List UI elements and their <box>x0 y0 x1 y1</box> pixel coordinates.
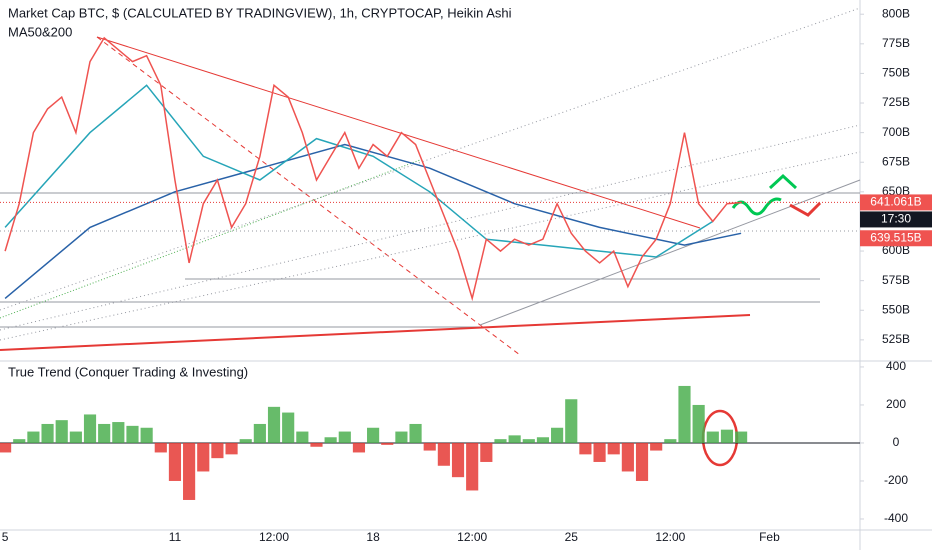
price-label-box <box>860 194 932 211</box>
histogram-bar <box>508 435 521 443</box>
x-tick-label: 11 <box>169 530 182 544</box>
x-tick-label: 12:00 <box>259 530 289 544</box>
countdown-label: 17:30 <box>881 212 911 226</box>
y-tick-label: 400 <box>886 359 906 373</box>
y-tick-label: 700B <box>882 125 910 139</box>
countdown-box <box>860 211 932 228</box>
y-tick-label: 0 <box>893 435 900 449</box>
histogram-bar <box>367 427 380 443</box>
histogram-bar <box>41 423 54 443</box>
y-tick-label: 725B <box>882 95 910 109</box>
x-tick-label: 25 <box>565 530 579 544</box>
histogram-bar <box>296 431 309 443</box>
histogram-bar <box>352 442 366 453</box>
forecast-arrow <box>789 201 822 217</box>
histogram-bar <box>494 439 507 443</box>
chart-title: Market Cap BTC, $ (CALCULATED BY TRADING… <box>8 5 512 20</box>
y-tick-label: 200 <box>886 397 906 411</box>
histogram-bar <box>437 442 450 466</box>
histogram-bar <box>706 431 719 443</box>
histogram-bar <box>0 442 12 453</box>
price-line <box>4 84 714 258</box>
histogram-bar <box>253 423 266 443</box>
histogram-bar <box>409 423 422 443</box>
drawings <box>0 7 861 467</box>
histogram-bar <box>239 439 252 443</box>
histogram-bar <box>579 442 592 455</box>
histogram-bar <box>735 431 748 443</box>
histogram-bar <box>650 442 663 451</box>
histogram-bar <box>69 431 82 443</box>
histogram-bar <box>480 442 493 462</box>
histogram-bar <box>635 442 649 481</box>
histogram-bar <box>197 442 210 472</box>
channel-line <box>0 151 861 341</box>
histogram-bar <box>112 422 125 443</box>
histogram-bar <box>211 442 224 459</box>
histogram-bar <box>168 442 182 481</box>
indicator-legend: MA50&200 <box>8 24 72 39</box>
histogram-bar <box>678 385 691 443</box>
y-tick-label: 675B <box>882 154 910 168</box>
y-tick-label: 525B <box>882 332 910 346</box>
y-tick-label: 775B <box>882 36 910 50</box>
channel-line <box>479 179 861 326</box>
y-tick-label: -400 <box>884 511 908 525</box>
y-tick-label: -200 <box>884 473 908 487</box>
histogram-bar <box>607 442 620 455</box>
histogram-bar <box>324 437 337 443</box>
y-tick-label: 550B <box>882 302 910 316</box>
histogram-bar <box>282 412 295 443</box>
trend-line <box>96 36 521 356</box>
price-label: 641.061B <box>870 195 921 209</box>
x-tick-label: 12:00 <box>457 530 487 544</box>
indicator-title: True Trend (Conquer Trading & Investing) <box>8 364 248 379</box>
trend-line <box>96 36 701 229</box>
histogram-bar <box>338 431 351 443</box>
histogram-bar <box>140 427 153 443</box>
forecast-arrow <box>768 173 798 190</box>
y-tick-label: 575B <box>882 273 910 287</box>
histogram-bar <box>720 429 734 443</box>
histogram-bar <box>536 437 550 443</box>
histogram-bar <box>13 439 26 443</box>
histogram-bar <box>83 414 97 443</box>
histogram-bar <box>466 442 479 491</box>
histogram-bar <box>692 404 705 443</box>
histogram-bar <box>183 442 196 500</box>
histogram-bar <box>565 399 578 443</box>
price-line <box>4 36 742 302</box>
y-tick-label: 800B <box>882 6 910 20</box>
price-label: 639.515B <box>870 230 921 244</box>
histogram-bar <box>98 423 111 443</box>
histogram-bar <box>593 442 606 462</box>
histogram-bar <box>423 442 436 451</box>
histogram-bar <box>451 442 465 478</box>
x-tick-label: 12:00 <box>655 530 685 544</box>
histogram-bar <box>522 439 535 443</box>
histogram-bar <box>381 442 394 445</box>
histogram-bar <box>154 442 167 453</box>
histogram-bar <box>55 420 68 443</box>
trend-line <box>0 314 751 351</box>
x-tick-label: Feb <box>759 530 780 544</box>
histogram-bar <box>225 442 238 455</box>
x-tick-label: 5 <box>2 530 9 544</box>
histogram-bar <box>551 427 564 443</box>
price-label-box <box>860 230 932 247</box>
histogram-bar <box>126 425 139 443</box>
x-tick-label: 18 <box>366 530 380 544</box>
histogram-bar <box>310 442 323 447</box>
channel-line <box>0 124 861 331</box>
histogram-bar <box>395 431 408 443</box>
histogram-bar <box>664 439 677 443</box>
y-tick-label: 600B <box>882 243 910 257</box>
y-tick-label: 750B <box>882 66 910 80</box>
histogram-bar <box>267 406 281 443</box>
histogram-bar <box>27 431 40 443</box>
histogram-bar <box>621 442 634 472</box>
